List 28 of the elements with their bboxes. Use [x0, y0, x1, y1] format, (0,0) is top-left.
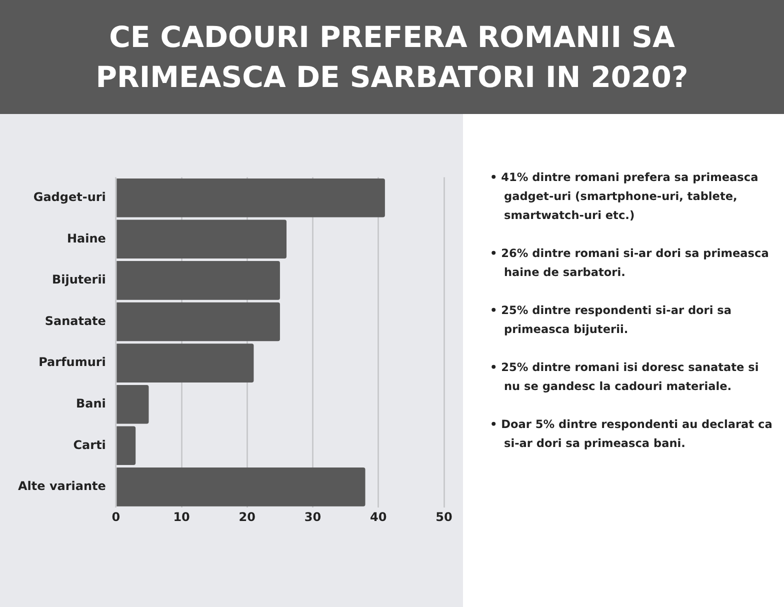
y-tick-label: Gadget-uri — [33, 190, 106, 204]
y-tick-label: Carti — [73, 438, 106, 452]
y-tick-label: Bani — [76, 396, 106, 410]
y-tick-label: Haine — [66, 231, 106, 246]
x-tick-label: 50 — [436, 510, 452, 524]
bar — [116, 220, 287, 259]
x-tick-label: 20 — [238, 510, 256, 524]
x-tick-label: 10 — [173, 510, 190, 524]
chart-title: CE CADOURI PREFERA ROMANII SA PRIMEASCA DE SARBATORI IN 2020? — [94, 19, 690, 96]
y-tick-label: Sanatate — [44, 314, 106, 328]
x-tick-label: 40 — [370, 510, 387, 524]
x-tick-label: 0 — [112, 510, 120, 524]
bar — [116, 384, 149, 424]
text: • 26% dintre romani si-ar dori sa primeasca haine de sarbatori. — [490, 246, 770, 281]
text: • 41% dintre romani prefera sa primeasca gadget-uri (smartphone-uri, tablete, smartwatch-uri etc.) — [490, 170, 760, 224]
bar — [116, 468, 366, 506]
bar — [116, 302, 280, 342]
bar — [116, 426, 136, 466]
bar — [116, 261, 280, 300]
y-tick-label: Bijuterii — [52, 272, 106, 287]
y-tick-label: Parfumuri — [38, 355, 106, 370]
text: • 25% dintre respondenti si-ar dori sa primeasca bijuterii. — [490, 303, 733, 338]
bar — [116, 344, 254, 382]
bar — [116, 178, 385, 218]
text: • Doar 5% dintre respondenti au declarat ca si-ar dori sa primeasca bani. — [490, 417, 774, 452]
y-tick-label: Alte variante — [18, 479, 106, 494]
x-tick-label: 30 — [304, 510, 322, 524]
text: • 25% dintre romani isi doresc sanatate si nu se gandesc la cadouri materiale. — [490, 360, 760, 395]
